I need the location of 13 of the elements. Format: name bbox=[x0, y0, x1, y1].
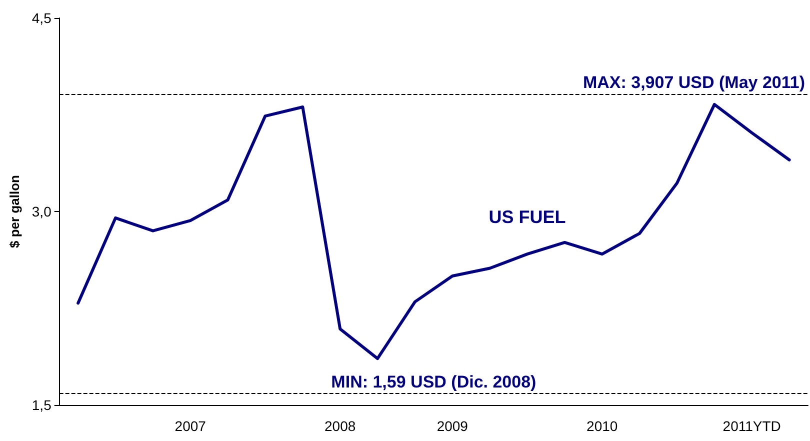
ref-line-label: MAX: 3,907 USD (May 2011) bbox=[582, 73, 805, 92]
line-series bbox=[76, 102, 791, 360]
y-tick-label: 1,5 bbox=[32, 397, 52, 413]
y-tick-label: 3,0 bbox=[32, 204, 52, 220]
y-axis-title: $ per gallon bbox=[7, 174, 22, 248]
x-tick-label: 2008 bbox=[324, 418, 356, 434]
x-tick-label: 2011YTD bbox=[722, 418, 781, 434]
x-tick-label: 2009 bbox=[436, 418, 468, 434]
x-tick-label: 2007 bbox=[174, 418, 206, 434]
series-label: US FUEL bbox=[488, 207, 566, 228]
y-tick-label: 4,5 bbox=[32, 10, 52, 26]
x-tick-label: 2010 bbox=[586, 418, 618, 434]
ref-line-label: MIN: 1,59 USD (Dic. 2008) bbox=[331, 372, 536, 392]
